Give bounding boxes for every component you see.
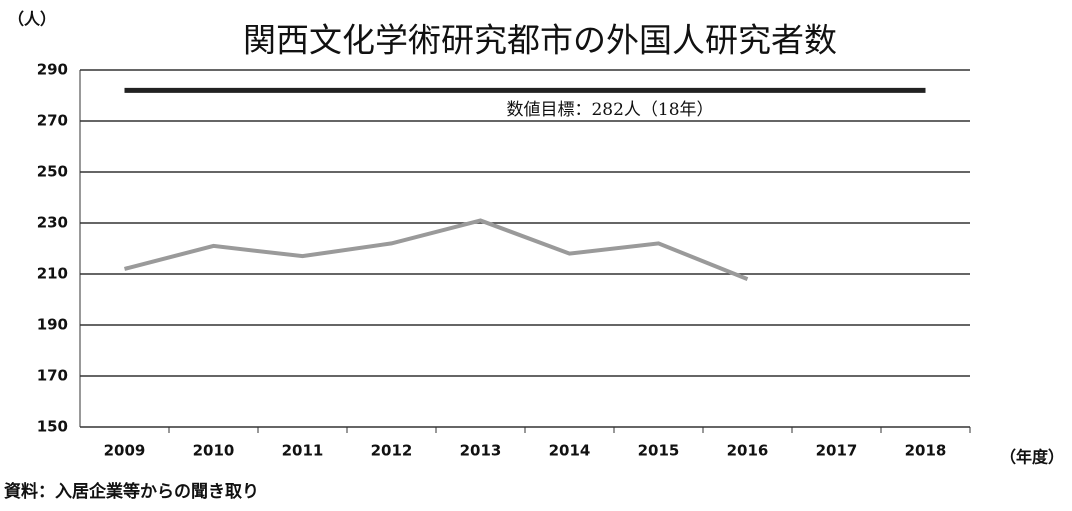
source-note: 資料：入居企業等からの聞き取り (4, 481, 259, 502)
y-tick-label: 270 (37, 112, 68, 130)
x-tick-label: 2011 (282, 442, 324, 460)
x-tick-label: 2009 (104, 442, 146, 460)
x-tick-label: 2015 (638, 442, 680, 460)
y-tick-label: 230 (37, 214, 68, 232)
y-axis-unit: （人） (8, 10, 56, 29)
chart-title: 関西文化学術研究都市の外国人研究者数 (243, 21, 837, 60)
y-tick-label: 250 (37, 163, 68, 181)
target-label: 数値目標：282人（18年） (506, 100, 713, 120)
x-tick-label: 2017 (816, 442, 858, 460)
y-tick-label: 170 (37, 367, 68, 385)
x-tick-label: 2012 (371, 442, 413, 460)
x-tick-label: 2018 (905, 442, 947, 460)
x-tick-label: 2010 (193, 442, 235, 460)
data-line (124, 218, 749, 281)
y-tick-label: 150 (37, 418, 68, 436)
y-tick-label: 290 (37, 61, 68, 79)
x-tick-label: 2013 (460, 442, 502, 460)
x-tick-label: 2016 (727, 442, 769, 460)
x-tick-label: 2014 (549, 442, 591, 460)
y-tick-label: 210 (37, 265, 68, 283)
y-tick-label: 190 (37, 316, 68, 334)
x-axis-unit: （年度） (1000, 448, 1064, 467)
